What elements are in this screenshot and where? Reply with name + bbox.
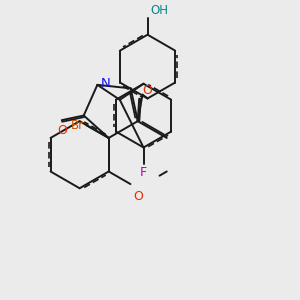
Text: OH: OH	[151, 4, 169, 17]
Text: Br: Br	[71, 119, 84, 132]
Text: O: O	[142, 84, 152, 97]
Text: N: N	[101, 77, 111, 90]
Text: O: O	[133, 190, 143, 203]
Text: O: O	[57, 124, 67, 137]
Text: F: F	[140, 167, 147, 179]
